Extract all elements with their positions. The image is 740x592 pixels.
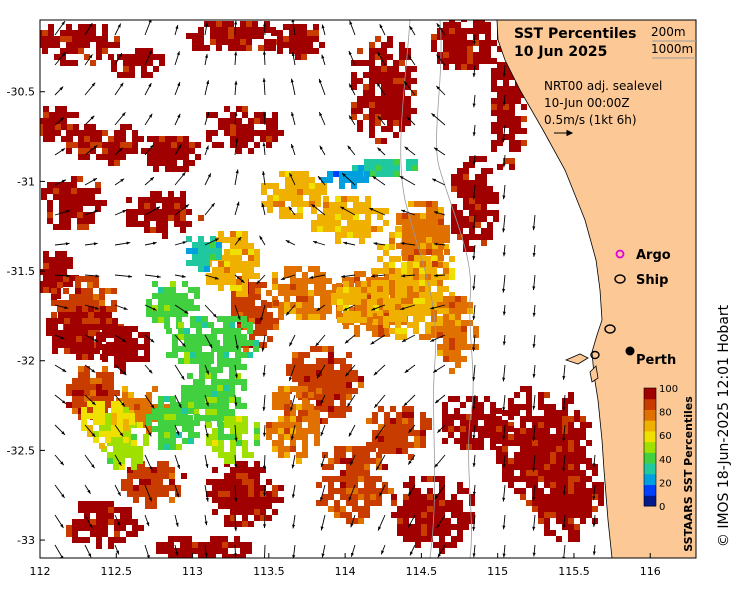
ship-marker (604, 324, 616, 334)
y-tick-label: -33 (17, 534, 35, 547)
map-title: SST Percentiles (514, 26, 637, 42)
ship-marker-icon (614, 274, 626, 284)
isobath-200m (436, 20, 474, 558)
colorbar-tick-label: 20 (659, 478, 672, 489)
x-tick-label: 115.5 (558, 565, 590, 578)
rottnest-island (564, 353, 589, 365)
colorbar-tick-label: 0 (659, 502, 665, 513)
y-tick-label: -31.5 (7, 265, 35, 278)
ship-label: Ship (636, 273, 668, 288)
isobath-label-1000m: 1000m (651, 42, 693, 56)
isobath-lines (400, 20, 474, 558)
garden-island (589, 365, 599, 383)
y-tick-label: -32 (17, 355, 35, 368)
y-tick-label: -31 (17, 175, 35, 188)
x-tick-label: 112.5 (101, 565, 133, 578)
plot-frame (39, 19, 697, 559)
colorbar-tick-label: 80 (659, 408, 672, 419)
x-tick-label: 114 (335, 565, 356, 578)
colorbar-frame (643, 387, 657, 507)
colorbar-segment (644, 388, 656, 400)
colorbar-segment (644, 463, 656, 475)
current-vector-field (54, 20, 596, 558)
x-tick-label: 114.5 (406, 565, 438, 578)
perth-city-marker (625, 346, 635, 356)
vector-scale-arrow (554, 129, 574, 137)
x-tick-label: 113.5 (253, 565, 285, 578)
colorbar-segment (644, 420, 656, 432)
perth-label: Perth (636, 353, 676, 368)
colorbar-tick-label: 60 (659, 431, 672, 442)
y-tick-label: -32.5 (7, 444, 35, 457)
x-tick-label: 112 (30, 565, 51, 578)
colorbar: 0 20 40 60 80 100 (643, 384, 678, 513)
vector-scale: 0.5m/s (1kt 6h) (544, 113, 637, 127)
colorbar-segment (644, 430, 656, 443)
colorbar-segment (644, 398, 656, 410)
isobath-label-200m: 200m (651, 25, 686, 39)
argo-marker-icon (615, 249, 625, 259)
colorbar-segment (644, 473, 656, 486)
x-tick-label: 115 (487, 565, 508, 578)
ship-marker (590, 350, 600, 360)
map-date: 10 Jun 2025 (514, 44, 607, 60)
colorbar-segment (644, 495, 656, 507)
colorbar-segment (644, 441, 656, 453)
x-tick-label: 116 (640, 565, 661, 578)
y-axis-ticks: -30.5 -31 -31.5 -32 -32.5 -33 (7, 86, 45, 547)
argo-label: Argo (636, 248, 671, 263)
x-tick-label: 113 (182, 565, 203, 578)
x-axis-ticks: 112 112.5 113 113.5 114 114.5 115 115.5 116 (30, 553, 661, 578)
vector-time: 10-Jun 00:00Z (544, 96, 630, 110)
colorbar-tick-label: 40 (659, 455, 672, 466)
colorbar-title: SSTAARS SST Percentiles (682, 396, 695, 552)
colorbar-segment (644, 452, 656, 464)
imos-credit: © IMOS 18-Jun-2025 12:01 Hobart (716, 304, 732, 547)
colorbar-segment (644, 409, 656, 421)
colorbar-tick-label: 100 (659, 384, 678, 395)
y-tick-label: -30.5 (7, 86, 35, 99)
vector-source: NRT00 adj. sealevel (544, 79, 662, 93)
colorbar-segment (644, 484, 656, 496)
isobath-1000m (400, 20, 437, 558)
